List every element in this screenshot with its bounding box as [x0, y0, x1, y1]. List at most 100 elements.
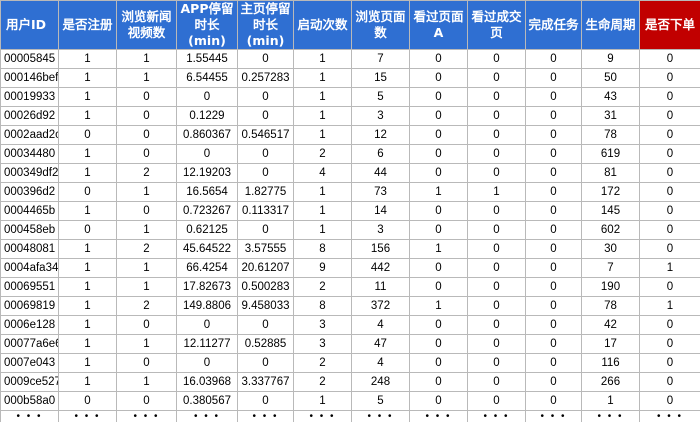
table-cell[interactable]: 1	[59, 88, 117, 107]
column-header-registered[interactable]: 是否注册	[59, 1, 117, 50]
table-cell[interactable]: 2	[294, 145, 352, 164]
table-cell[interactable]: 0	[640, 278, 700, 297]
table-cell[interactable]: 0.380567	[177, 392, 238, 411]
table-cell[interactable]: 1	[117, 259, 177, 278]
table-cell[interactable]: 4	[352, 316, 410, 335]
table-cell[interactable]: 248	[352, 373, 410, 392]
table-cell[interactable]: 9.458033	[238, 297, 294, 316]
table-cell[interactable]: 0	[410, 50, 468, 69]
table-cell[interactable]: 0	[468, 259, 526, 278]
table-cell[interactable]: 0.723267	[177, 202, 238, 221]
table-cell[interactable]: 2	[294, 354, 352, 373]
table-cell[interactable]: 3.57555	[238, 240, 294, 259]
table-cell[interactable]: 0	[410, 354, 468, 373]
table-cell[interactable]: 0	[410, 259, 468, 278]
table-cell[interactable]: 1	[59, 164, 117, 183]
table-cell[interactable]: 1	[59, 145, 117, 164]
table-cell[interactable]: 0	[526, 145, 582, 164]
table-cell[interactable]: 1	[59, 202, 117, 221]
table-cell[interactable]: 0	[117, 354, 177, 373]
table-cell[interactable]: 0	[526, 126, 582, 145]
table-cell[interactable]: 45.64522	[177, 240, 238, 259]
table-cell[interactable]: 0	[238, 392, 294, 411]
table-cell[interactable]: 0	[410, 164, 468, 183]
table-cell[interactable]: 0	[640, 221, 700, 240]
user-id-cell[interactable]: 000396d2	[1, 183, 59, 202]
column-header-launch-count[interactable]: 启动次数	[294, 1, 352, 50]
table-cell[interactable]: 0	[117, 145, 177, 164]
table-cell[interactable]: 1	[117, 221, 177, 240]
table-cell[interactable]: 0	[410, 221, 468, 240]
table-cell[interactable]: 1	[468, 183, 526, 202]
table-cell[interactable]: 0	[640, 392, 700, 411]
table-cell[interactable]: 0	[468, 335, 526, 354]
table-cell[interactable]: 0	[410, 335, 468, 354]
table-cell[interactable]: 0	[640, 164, 700, 183]
table-cell[interactable]: 0	[117, 126, 177, 145]
table-cell[interactable]: 0	[117, 202, 177, 221]
user-id-cell[interactable]: 00069551	[1, 278, 59, 297]
table-cell[interactable]: 0	[640, 145, 700, 164]
table-cell[interactable]: 0	[640, 316, 700, 335]
table-cell[interactable]: 0	[468, 392, 526, 411]
table-cell[interactable]: 12.11277	[177, 335, 238, 354]
table-cell[interactable]: 0	[468, 145, 526, 164]
table-cell[interactable]: 0	[526, 88, 582, 107]
table-cell[interactable]: 1	[59, 278, 117, 297]
table-cell[interactable]: 0	[410, 202, 468, 221]
table-cell[interactable]: 0	[410, 126, 468, 145]
table-cell[interactable]: 0.257283	[238, 69, 294, 88]
table-cell[interactable]: 0	[468, 69, 526, 88]
table-cell[interactable]: 2	[294, 373, 352, 392]
column-header-viewed-page-a[interactable]: 看过页面A	[410, 1, 468, 50]
table-cell[interactable]: 3	[352, 221, 410, 240]
table-cell[interactable]: 0.546517	[238, 126, 294, 145]
table-cell[interactable]: 0	[640, 183, 700, 202]
table-cell[interactable]: 47	[352, 335, 410, 354]
table-cell[interactable]: 66.4254	[177, 259, 238, 278]
table-cell[interactable]: 0	[468, 373, 526, 392]
table-cell[interactable]: 0	[238, 354, 294, 373]
table-cell[interactable]: 4	[352, 354, 410, 373]
user-id-cell[interactable]: 0007e043	[1, 354, 59, 373]
table-cell[interactable]: 372	[352, 297, 410, 316]
user-id-cell[interactable]: 000b58a0	[1, 392, 59, 411]
table-cell[interactable]: 20.61207	[238, 259, 294, 278]
table-cell[interactable]: 9	[294, 259, 352, 278]
table-cell[interactable]: 0	[468, 50, 526, 69]
table-cell[interactable]: 1.82775	[238, 183, 294, 202]
table-cell[interactable]: 1	[294, 69, 352, 88]
table-cell[interactable]: 78	[582, 126, 640, 145]
table-cell[interactable]: 0	[640, 88, 700, 107]
table-cell[interactable]: 44	[352, 164, 410, 183]
table-cell[interactable]: 0	[177, 354, 238, 373]
table-cell[interactable]: 0.113317	[238, 202, 294, 221]
user-id-cell[interactable]: 000349df2	[1, 164, 59, 183]
table-cell[interactable]: 0	[640, 335, 700, 354]
table-cell[interactable]: 0	[468, 354, 526, 373]
table-cell[interactable]: 1	[294, 126, 352, 145]
table-cell[interactable]: 9	[582, 50, 640, 69]
table-cell[interactable]: 11	[352, 278, 410, 297]
user-id-cell[interactable]: 00069819	[1, 297, 59, 316]
table-cell[interactable]: 17	[582, 335, 640, 354]
table-cell[interactable]: 12	[352, 126, 410, 145]
table-cell[interactable]: 1	[59, 50, 117, 69]
table-cell[interactable]: 8	[294, 240, 352, 259]
table-cell[interactable]: 0	[238, 316, 294, 335]
table-cell[interactable]: 0	[640, 373, 700, 392]
table-cell[interactable]: 8	[294, 297, 352, 316]
table-cell[interactable]: 0	[640, 107, 700, 126]
table-cell[interactable]: 0	[238, 221, 294, 240]
table-cell[interactable]: 0	[410, 88, 468, 107]
table-cell[interactable]: 14	[352, 202, 410, 221]
table-cell[interactable]: 1	[59, 316, 117, 335]
table-cell[interactable]: 116	[582, 354, 640, 373]
table-cell[interactable]: 0	[238, 107, 294, 126]
column-header-ordered[interactable]: 是否下单	[640, 1, 700, 50]
table-cell[interactable]: 0	[468, 126, 526, 145]
table-cell[interactable]: 0	[238, 164, 294, 183]
table-cell[interactable]: 0	[468, 88, 526, 107]
table-cell[interactable]: 0	[526, 183, 582, 202]
table-cell[interactable]: 1	[117, 50, 177, 69]
